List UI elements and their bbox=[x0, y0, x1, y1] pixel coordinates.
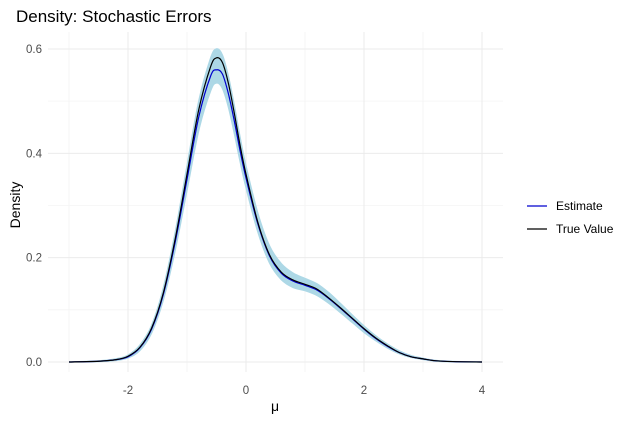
x-tick-label: 2 bbox=[361, 385, 367, 397]
y-axis-ticks: 0.0 0.2 0.4 0.6 bbox=[26, 44, 43, 369]
x-tick-label: 0 bbox=[243, 385, 249, 397]
legend: Estimate True Value bbox=[527, 199, 614, 236]
y-tick-label: 0.0 bbox=[26, 357, 42, 369]
grid bbox=[48, 32, 503, 372]
chart-title: Density: Stochastic Errors bbox=[16, 7, 212, 26]
y-tick-label: 0.6 bbox=[26, 44, 42, 56]
series-layer bbox=[68, 57, 483, 363]
x-tick-label: -2 bbox=[123, 385, 133, 397]
legend-label-estimate: Estimate bbox=[556, 199, 603, 213]
x-tick-label: 4 bbox=[479, 385, 486, 397]
legend-label-true-value: True Value bbox=[556, 222, 614, 236]
y-tick-label: 0.4 bbox=[26, 148, 43, 160]
y-tick-label: 0.2 bbox=[26, 253, 42, 265]
y-axis-label: Density bbox=[7, 182, 23, 229]
true-value-line bbox=[68, 57, 483, 363]
estimate-line bbox=[68, 69, 483, 363]
x-axis-ticks: -2 0 2 4 bbox=[123, 385, 486, 397]
x-axis-label: μ bbox=[271, 398, 279, 414]
